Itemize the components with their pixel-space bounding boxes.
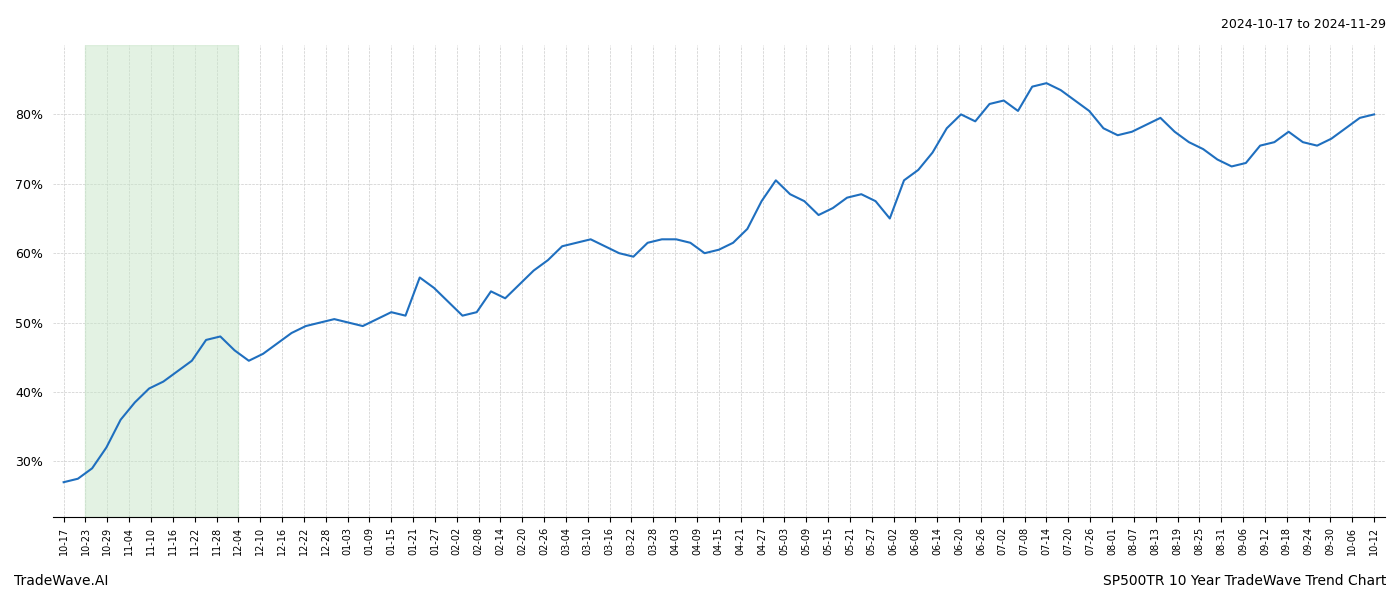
Bar — [85, 45, 238, 517]
Text: TradeWave.AI: TradeWave.AI — [14, 574, 108, 588]
Text: SP500TR 10 Year TradeWave Trend Chart: SP500TR 10 Year TradeWave Trend Chart — [1103, 574, 1386, 588]
Text: 2024-10-17 to 2024-11-29: 2024-10-17 to 2024-11-29 — [1221, 18, 1386, 31]
